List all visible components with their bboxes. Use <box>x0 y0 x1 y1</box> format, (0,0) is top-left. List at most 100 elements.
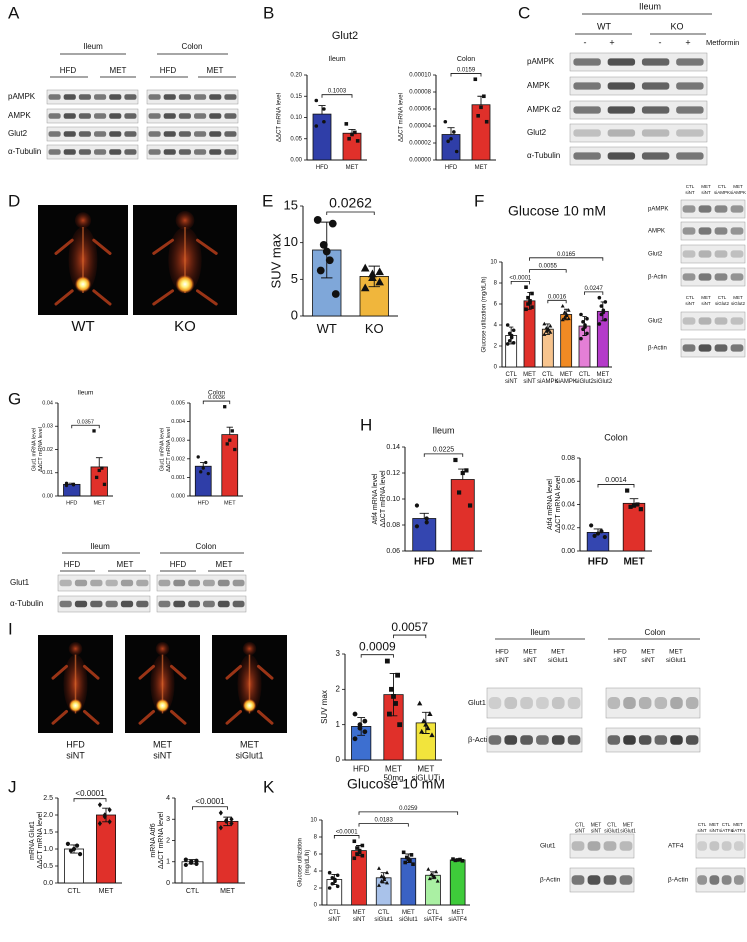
blot-band <box>224 94 237 100</box>
y-axis-label: ΔΔCT mRNA level <box>38 427 44 472</box>
image-label: HFD <box>66 739 85 749</box>
data-point <box>429 732 435 738</box>
data-point <box>228 438 232 442</box>
data-point <box>408 859 412 863</box>
y-tick-label: 8 <box>494 281 498 287</box>
blot-band <box>698 273 712 281</box>
data-point <box>330 876 335 880</box>
data-point <box>566 308 571 312</box>
blot-band <box>607 735 621 745</box>
blot-band <box>698 344 712 352</box>
blot <box>486 687 583 719</box>
y-axis-label: mRNA Atf6 <box>150 823 157 857</box>
data-point <box>473 77 478 82</box>
blot-band <box>670 735 683 745</box>
lane-label: CTL <box>698 822 707 827</box>
p-value: 0.0357 <box>77 419 94 425</box>
y-tick-label: 4 <box>166 795 170 802</box>
blot-band <box>194 94 207 100</box>
lane-label: siGlut1 <box>666 657 687 664</box>
image-label: siGlut1 <box>235 750 263 760</box>
blot-band <box>163 149 176 155</box>
x-tick-label: siATF4 <box>424 917 443 923</box>
blot-band <box>607 82 636 90</box>
blot-band <box>714 344 728 352</box>
blot-band <box>94 113 107 119</box>
x-tick-label: HFD <box>353 764 370 773</box>
p-value: 0.0055 <box>539 264 558 270</box>
comparison-bracket <box>358 811 459 815</box>
row-label: β-Actin <box>468 735 492 744</box>
data-point <box>526 295 530 300</box>
pet-head <box>74 212 92 229</box>
blot-band <box>573 152 601 160</box>
x-tick-label: siNT <box>505 379 518 385</box>
data-point <box>432 874 437 879</box>
row-label: α-Tubulin <box>527 151 560 160</box>
error-bar <box>318 105 326 115</box>
pet-limb <box>195 238 218 255</box>
x-tick-label: KO <box>365 321 384 336</box>
data-point <box>453 457 458 463</box>
chart-title: Ileum <box>78 390 94 397</box>
blot-band <box>682 344 696 352</box>
pet-limb <box>51 664 68 680</box>
x-tick-label: siNT <box>353 917 366 923</box>
pet-hotspot <box>175 274 195 294</box>
data-point <box>352 711 358 717</box>
pet-limb <box>83 709 100 725</box>
data-point <box>589 523 594 528</box>
y-tick-label: 1 <box>336 720 341 729</box>
data-point <box>423 721 429 727</box>
data-point <box>446 139 450 144</box>
lane-label: MET <box>701 184 711 189</box>
blot-band <box>709 841 720 851</box>
data-point <box>225 442 229 446</box>
p-value: 0.0259 <box>399 806 418 812</box>
x-tick-label: HFD <box>588 557 609 568</box>
blot-band <box>676 152 704 160</box>
blot-band <box>730 273 744 281</box>
blot-band <box>567 697 581 709</box>
error-bar <box>226 426 233 435</box>
data-point <box>414 524 420 529</box>
data-point <box>335 873 340 878</box>
y-tick-label: 4 <box>314 869 318 875</box>
panel-letter: J <box>8 777 17 796</box>
y-axis-label: ΔΔCT mRNA level <box>399 93 405 142</box>
data-point <box>74 843 80 848</box>
lane-label: siAMPK <box>730 190 746 195</box>
y-tick-label: 0.08 <box>561 455 575 462</box>
lane-label: MET <box>733 184 743 189</box>
chart-title: Ileum <box>328 56 345 63</box>
data-point <box>357 850 362 855</box>
pet-limb <box>225 709 242 725</box>
blot-band <box>109 94 122 100</box>
blot-band <box>209 94 222 100</box>
data-point <box>330 881 335 886</box>
data-point <box>319 240 328 249</box>
x-tick-label: CTL <box>186 888 199 895</box>
blot-band <box>59 600 72 608</box>
data-point <box>401 850 406 855</box>
bar <box>425 874 441 906</box>
x-tick-label: CTL <box>329 910 341 916</box>
y-axis-label: Glut1 mRNA level <box>159 428 165 471</box>
data-point <box>395 672 400 678</box>
row-label: Glut2 <box>648 319 663 325</box>
panel-letter: A <box>8 3 20 22</box>
blot-band <box>721 875 732 885</box>
blot-band <box>224 113 237 119</box>
data-point <box>482 94 486 99</box>
x-tick-label: MET <box>224 500 236 506</box>
blot-band <box>94 149 107 155</box>
data-point <box>579 336 583 341</box>
data-point <box>314 124 319 128</box>
image-label: MET <box>153 739 173 749</box>
data-point <box>425 725 431 731</box>
row-label: AMPK α2 <box>527 105 562 114</box>
y-tick-label: 0.02 <box>42 447 53 453</box>
data-point <box>456 490 462 495</box>
blot-band <box>573 129 601 137</box>
data-point <box>331 290 340 298</box>
